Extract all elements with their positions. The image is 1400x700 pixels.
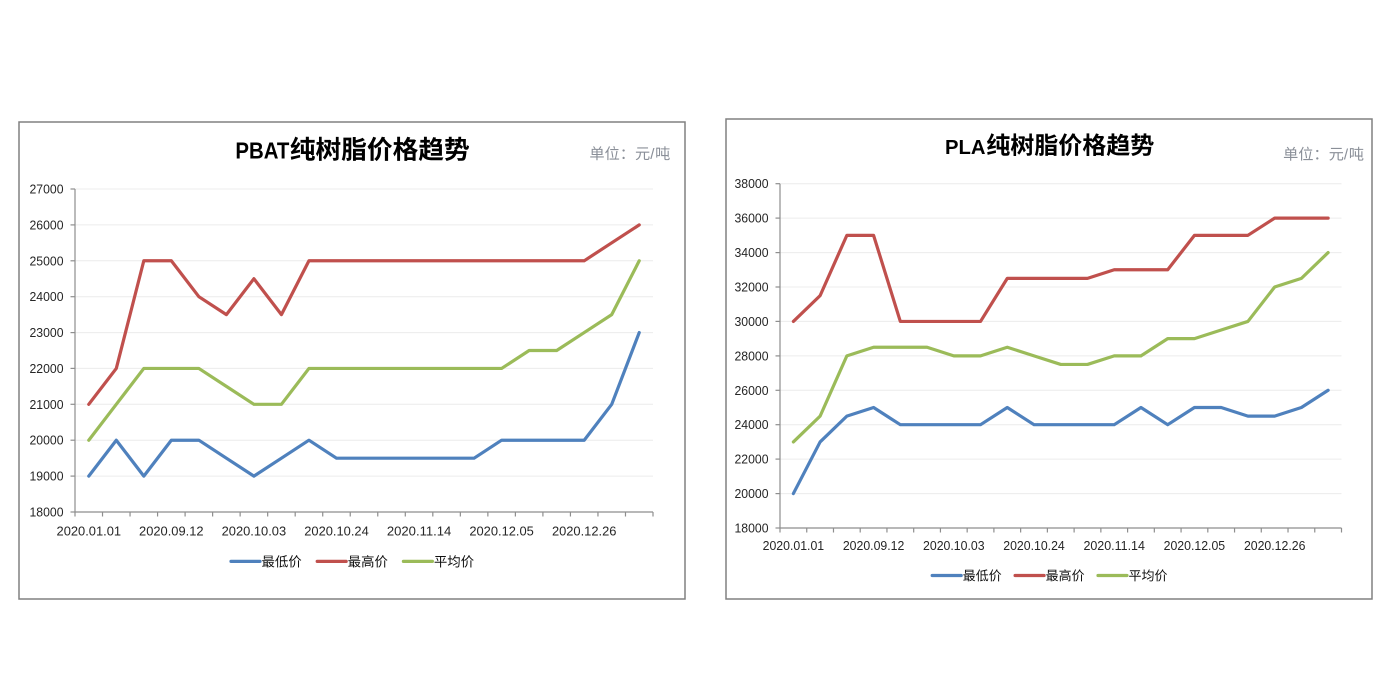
svg-text:18000: 18000 (735, 521, 769, 536)
svg-text:PLA: PLA (945, 137, 986, 159)
svg-text:25000: 25000 (30, 253, 64, 268)
svg-text:2020.12.26: 2020.12.26 (1244, 538, 1306, 553)
svg-text:28000: 28000 (735, 348, 769, 363)
svg-text:2020.12.05: 2020.12.05 (1164, 538, 1226, 553)
svg-text:21000: 21000 (30, 397, 64, 412)
svg-text:2020.10.03: 2020.10.03 (923, 538, 985, 553)
svg-text:36000: 36000 (735, 211, 769, 226)
svg-text:22000: 22000 (30, 361, 64, 376)
svg-text:18000: 18000 (30, 505, 64, 520)
svg-text:2020.09.12: 2020.09.12 (843, 538, 905, 553)
svg-text:23000: 23000 (30, 325, 64, 340)
svg-text:24000: 24000 (735, 417, 769, 432)
svg-text:/: / (650, 146, 655, 163)
svg-text:2020.01.01: 2020.01.01 (763, 538, 825, 553)
svg-text:34000: 34000 (735, 245, 769, 260)
svg-text:26000: 26000 (735, 383, 769, 398)
svg-text:2020.01.01: 2020.01.01 (57, 524, 122, 539)
svg-text:2020.11.14: 2020.11.14 (1083, 538, 1145, 553)
svg-text:26000: 26000 (30, 217, 64, 232)
svg-text:2020.11.14: 2020.11.14 (387, 524, 452, 539)
svg-text:20000: 20000 (735, 486, 769, 501)
svg-text:2020.09.12: 2020.09.12 (139, 524, 204, 539)
svg-text:2020.10.24: 2020.10.24 (1003, 538, 1065, 553)
svg-text:32000: 32000 (735, 280, 769, 295)
svg-text:22000: 22000 (735, 452, 769, 467)
svg-text:24000: 24000 (30, 289, 64, 304)
svg-text:2020.10.03: 2020.10.03 (222, 524, 287, 539)
svg-text:19000: 19000 (30, 469, 64, 484)
svg-text:PBAT: PBAT (235, 138, 289, 164)
svg-text:38000: 38000 (735, 176, 769, 191)
svg-text:/: / (1344, 147, 1349, 164)
svg-text:2020.12.26: 2020.12.26 (552, 524, 617, 539)
svg-text:2020.12.05: 2020.12.05 (469, 524, 534, 539)
svg-text:27000: 27000 (30, 182, 64, 197)
svg-text:30000: 30000 (735, 314, 769, 329)
svg-text:20000: 20000 (30, 433, 64, 448)
svg-text:2020.10.24: 2020.10.24 (304, 524, 369, 539)
